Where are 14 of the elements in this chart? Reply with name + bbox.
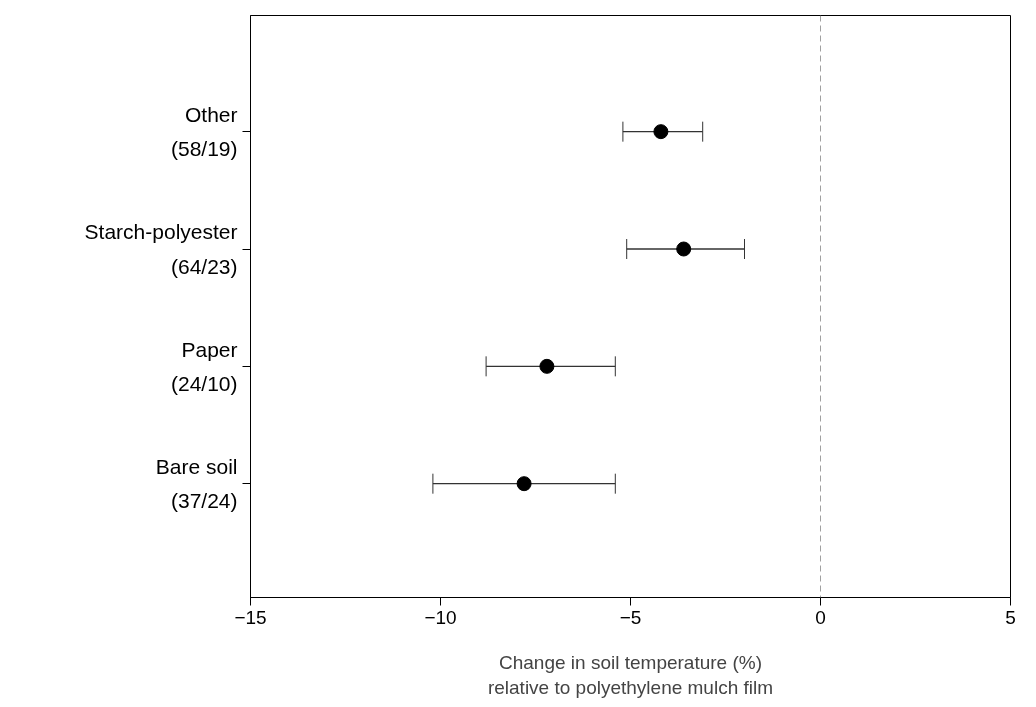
y-tick-label: Paper (24/10) [170, 337, 238, 396]
y-tick-label: Other (58/19) [170, 102, 238, 161]
point [539, 358, 555, 374]
point [653, 124, 669, 140]
y-tick-label: Starch-polyester (64/23) [84, 220, 238, 278]
x-tick-label: 0 [815, 606, 826, 628]
x-axis-title: Change in soil temperature (%) relative to polyethylene mulch film [487, 651, 774, 698]
x-tick-label: −15 [234, 606, 267, 628]
y-tick-label: Bare soil (37/24) [155, 454, 238, 513]
x-tick-label: −10 [424, 606, 457, 628]
x-tick-label: −5 [619, 606, 642, 628]
x-tick-label: 5 [1005, 606, 1016, 628]
point [676, 241, 692, 257]
point [516, 476, 532, 492]
